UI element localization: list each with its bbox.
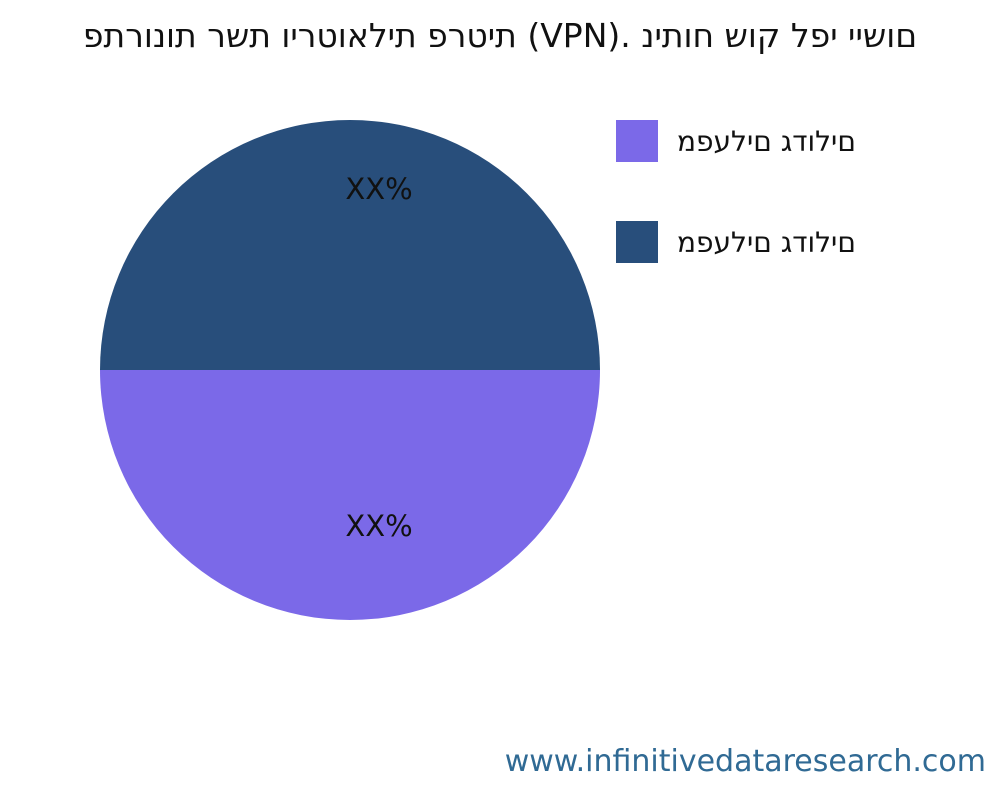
legend-item: מפעלים גדולים [616, 221, 856, 263]
watermark-url: www.infinitivedataresearch.com [504, 744, 986, 779]
legend-item: מפעלים גדולים [616, 120, 856, 162]
legend-swatch-purple [616, 120, 658, 162]
legend-swatch-navy [616, 221, 658, 263]
pie-slice-bottom [100, 370, 600, 620]
pie-percent-label-bottom: XX% [345, 509, 413, 543]
legend-label: מפעלים גדולים [677, 225, 856, 259]
pie-percent-label-top: XX% [345, 172, 413, 206]
chart-title: פתרונות רשת וירטואלית פרטית (VPN). ניתוח… [82, 16, 918, 55]
legend-label: מפעלים גדולים [677, 124, 856, 158]
pie-chart [100, 120, 600, 620]
pie-slice-top [100, 120, 600, 370]
